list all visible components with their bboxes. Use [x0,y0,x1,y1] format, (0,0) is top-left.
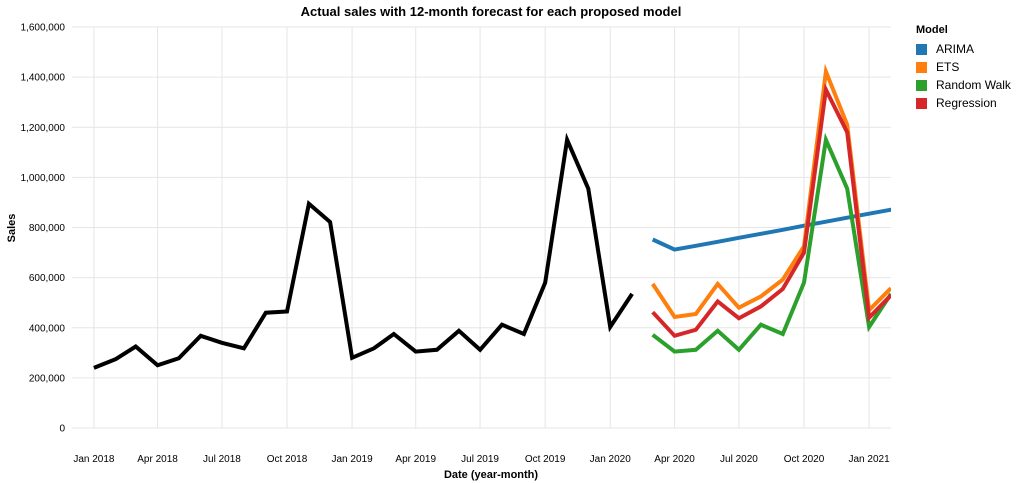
y-axis-title: Sales [6,214,18,243]
y-tick-label: 0 [59,424,65,435]
x-tick-label: Jan 2020 [590,454,632,465]
legend-item-random-walk: Random Walk [916,76,1011,94]
x-tick-label: Oct 2020 [784,454,825,465]
x-tick-label: Apr 2018 [137,454,178,465]
legend-swatch [916,97,927,109]
plot-area [93,63,891,370]
y-tick-label: 1,600,000 [21,23,66,34]
legend-swatch [916,79,927,91]
x-tick-label: Oct 2018 [267,454,308,465]
y-tick-label: 200,000 [29,373,66,384]
legend-label: ARIMA [936,42,975,56]
y-tick-label: 600,000 [29,273,66,284]
legend-label: ETS [936,60,960,74]
legend-label: Random Walk [936,78,1011,92]
x-axis-title: Date (year-month) [444,469,538,481]
y-tick-label: 1,000,000 [21,173,66,184]
y-tick-label: 400,000 [29,323,66,334]
y-tick-label: 1,400,000 [21,73,66,84]
x-axis: Jan 2018 Apr 2018 Jul 2018 Oct 2018 Jan 2019… [73,454,890,465]
y-tick-label: 1,200,000 [21,123,66,134]
legend-item-ets: ETS [916,58,1011,76]
x-tick-label: Jan 2018 [73,454,115,465]
series-line-regression [651,82,891,339]
x-tick-label: Oct 2019 [525,454,566,465]
x-tick-label: Jul 2020 [720,454,758,465]
series-line-arima [651,207,891,252]
x-tick-label: Jan 2021 [848,454,890,465]
legend-swatch [916,43,927,55]
x-tick-label: Apr 2019 [395,454,436,465]
legend: Model ARIMA ETS Random Walk Regression [916,24,1011,112]
series-line-actual [93,132,634,370]
legend-items: ARIMA ETS Random Walk Regression [916,40,1011,112]
legend-swatch [916,61,927,73]
legend-label: Regression [936,96,997,110]
legend-item-regression: Regression [916,94,1011,112]
x-tick-label: Jul 2018 [203,454,241,465]
chart-title: Actual sales with 12-month forecast for … [301,4,682,19]
y-axis: 0 200,000 400,000 600,000 800,000 1,000,000 1,… [21,23,66,435]
x-tick-label: Jan 2019 [331,454,373,465]
x-tick-label: Apr 2020 [654,454,695,465]
legend-title: Model [916,24,948,36]
series-line-random-walk [651,132,891,354]
x-tick-label: Jul 2019 [461,454,499,465]
y-tick-label: 800,000 [29,223,66,234]
chart-grid [72,26,891,429]
legend-item-arima: ARIMA [916,40,1011,58]
